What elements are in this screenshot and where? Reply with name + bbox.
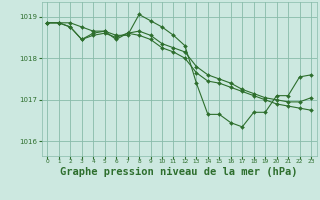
X-axis label: Graphe pression niveau de la mer (hPa): Graphe pression niveau de la mer (hPa)	[60, 167, 298, 177]
